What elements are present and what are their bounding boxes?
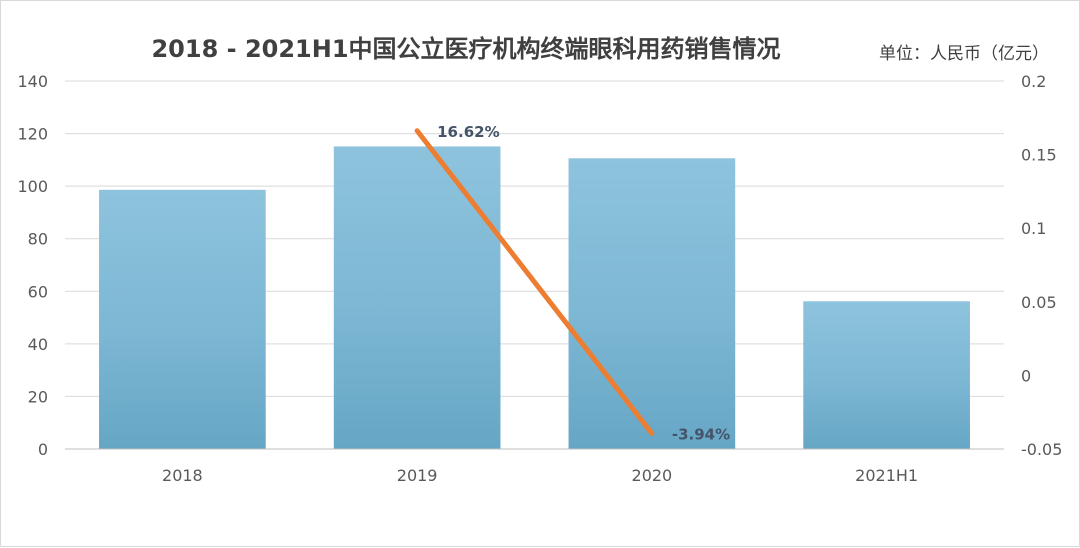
- right-axis-tick-label: 0.2: [1021, 72, 1046, 91]
- right-axis-tick-label: 0.05: [1021, 293, 1057, 312]
- right-axis-tick-label: 0.1: [1021, 219, 1046, 238]
- unit-label: 单位：人民币（亿元）: [879, 44, 1049, 64]
- line-data-label: 16.62%: [437, 123, 499, 141]
- x-axis-tick-label: 2019: [397, 466, 438, 485]
- bar-2019: [333, 146, 501, 450]
- line-data-label: -3.94%: [672, 425, 730, 443]
- x-axis-tick-label: 2018: [162, 466, 203, 485]
- x-axis-tick-label: 2020: [632, 466, 673, 485]
- right-axis-tick-label: -0.05: [1021, 440, 1062, 459]
- left-axis-tick-label: 120: [17, 125, 48, 144]
- growth-rate-line: [414, 128, 655, 436]
- right-axis-tick-label: 0: [1021, 366, 1031, 385]
- bar-2021H1: [803, 301, 970, 449]
- left-axis-tick-label: 20: [28, 387, 48, 406]
- right-axis-tick-label: 0.15: [1021, 146, 1057, 165]
- left-axis-tick-label: 80: [28, 230, 48, 249]
- bar-2018: [99, 189, 266, 449]
- bar-2020: [568, 158, 736, 449]
- left-axis-tick-label: 40: [28, 335, 48, 354]
- x-axis-tick-label: 2021H1: [855, 466, 918, 485]
- left-axis-tick-label: 100: [17, 177, 48, 196]
- chart-title: 2018 - 2021H1中国公立医疗机构终端眼科用药销售情况: [151, 35, 781, 63]
- left-axis-tick-label: 60: [28, 282, 48, 301]
- left-axis-tick-label: 0: [38, 440, 48, 459]
- left-axis-tick-label: 140: [17, 72, 48, 91]
